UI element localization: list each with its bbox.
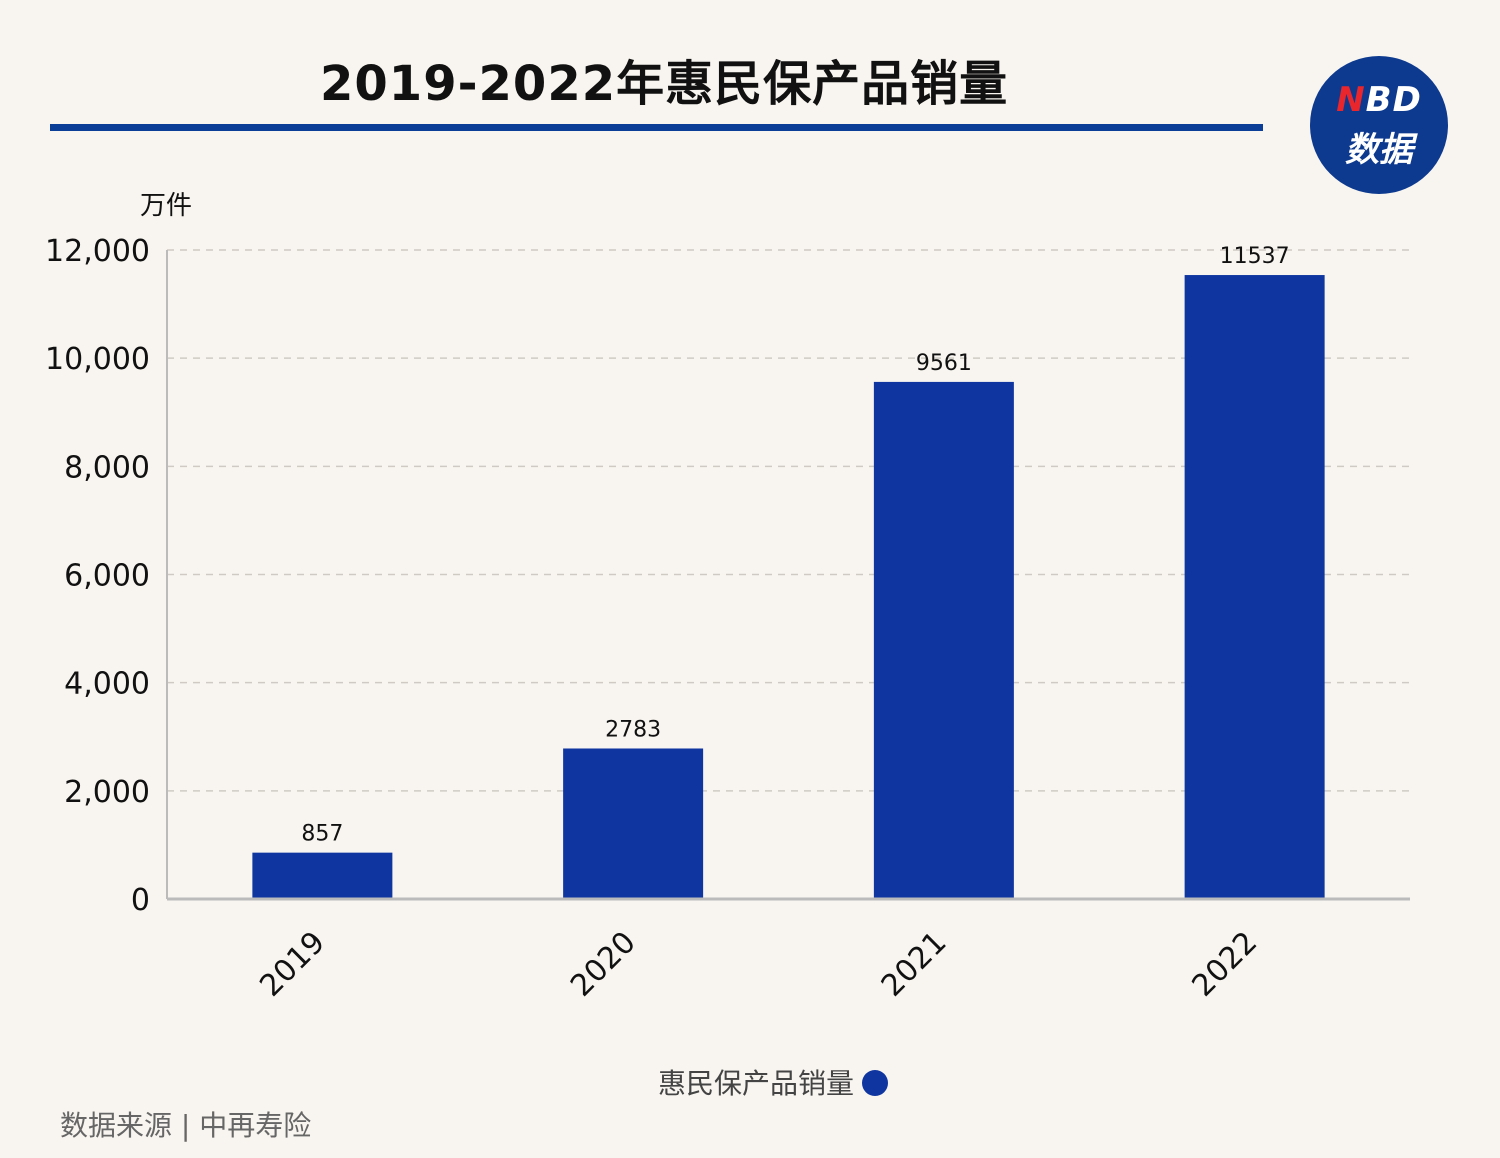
bar <box>873 381 1014 899</box>
bars <box>252 275 1325 899</box>
chart-title: 2019-2022年惠民保产品销量 <box>320 56 1009 112</box>
y-tick-label: 12,000 <box>45 234 150 269</box>
bar-value-labels: 857 2783 9561 11537 <box>301 244 1289 847</box>
x-tick-label: 2019 <box>253 925 332 1004</box>
bar-value-label: 2783 <box>605 717 661 742</box>
y-tick-label: 2,000 <box>64 775 150 810</box>
nbd-logo: NBD 数据 <box>1310 56 1448 194</box>
x-tick-label: 2022 <box>1186 925 1265 1004</box>
y-tick-label: 8,000 <box>64 450 150 485</box>
title-rule <box>50 124 1263 131</box>
logo-n: N <box>1336 80 1366 120</box>
logo-bd: BD <box>1365 80 1422 120</box>
bar <box>252 852 393 899</box>
x-tick-labels: 2019 2020 2021 2022 <box>253 925 1264 1004</box>
y-tick-labels: 0 2,000 4,000 6,000 8,000 10,000 12,000 <box>45 234 150 918</box>
legend-swatch <box>862 1070 889 1096</box>
legend: 惠民保产品销量 <box>658 1062 889 1100</box>
y-tick-label: 0 <box>131 883 150 918</box>
bar-value-label: 9561 <box>916 351 972 376</box>
logo-sub: 数据 <box>1345 130 1413 170</box>
bar-value-label: 11537 <box>1220 244 1290 269</box>
legend-label: 惠民保产品销量 <box>658 1067 855 1100</box>
x-tick-label: 2020 <box>564 925 643 1004</box>
y-axis-unit: 万件 <box>140 191 192 221</box>
x-tick-label: 2021 <box>875 925 954 1004</box>
bar-value-label: 857 <box>301 822 343 847</box>
source-note: 数据来源 | 中再寿险 <box>60 1109 312 1142</box>
bar <box>1184 275 1325 899</box>
y-tick-label: 10,000 <box>45 342 150 377</box>
bar <box>563 748 704 899</box>
y-tick-label: 6,000 <box>64 559 150 594</box>
y-tick-label: 4,000 <box>64 667 150 702</box>
